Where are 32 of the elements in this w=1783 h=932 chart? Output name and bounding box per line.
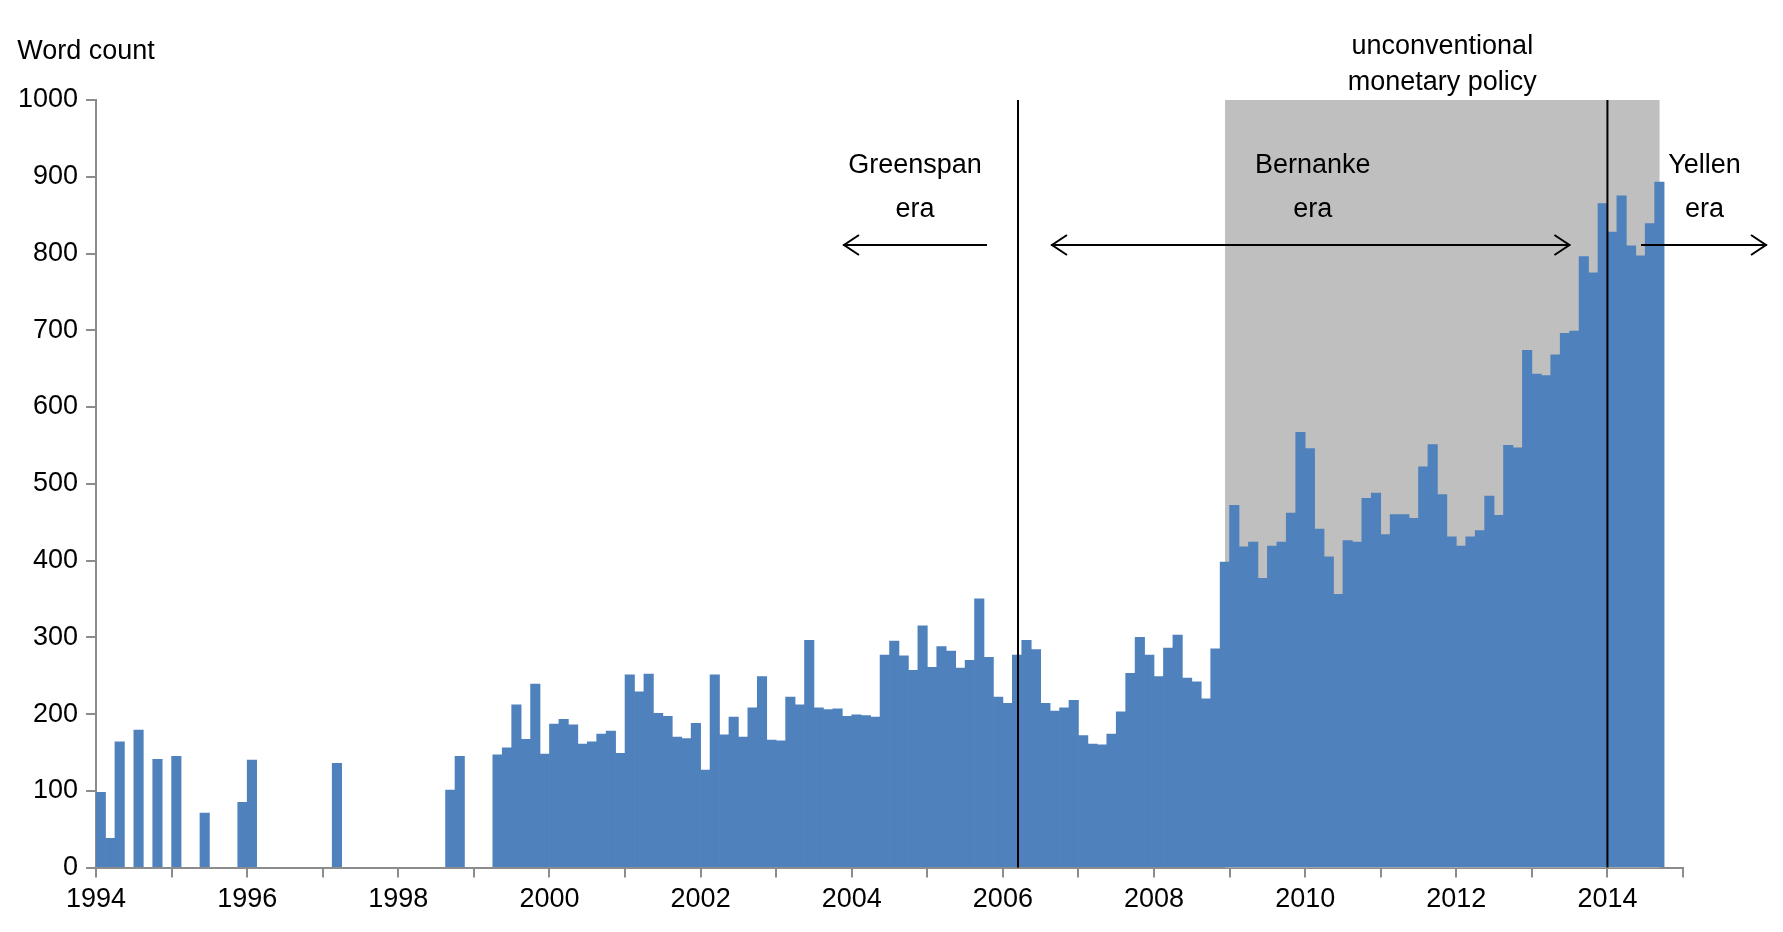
y-tick-label: 300 <box>33 620 79 651</box>
x-tick-label: 2012 <box>1426 883 1487 914</box>
bar <box>331 762 342 867</box>
band-label: unconventional monetary policy <box>1347 30 1538 96</box>
annotation: Greenspan era <box>848 149 982 224</box>
y-tick-label: 200 <box>33 697 79 728</box>
y-tick-label: 600 <box>33 390 79 421</box>
y-tick-label: 700 <box>33 313 79 344</box>
x-tick-label: 2000 <box>519 883 580 914</box>
y-tick-label: 900 <box>33 160 79 191</box>
x-tick-label: 2004 <box>821 883 882 914</box>
y-tick-label: 500 <box>33 467 79 498</box>
x-tick-label: 2010 <box>1275 883 1336 914</box>
annotation: Bernanke era <box>1254 149 1371 224</box>
y-tick-label: 100 <box>33 774 79 805</box>
y-tick-label: 0 <box>63 851 79 882</box>
x-tick-label: 2008 <box>1123 883 1185 914</box>
x-tick-label: 1996 <box>217 883 278 914</box>
y-tick-label: 400 <box>33 544 79 575</box>
annotation: Yellen era <box>1668 149 1741 224</box>
y-tick-label: 800 <box>33 236 79 267</box>
x-tick-label: 2014 <box>1577 883 1638 914</box>
bar <box>152 759 163 867</box>
x-tick-label: 1998 <box>368 883 429 914</box>
x-tick-label: 2006 <box>972 883 1033 914</box>
bar <box>171 755 182 867</box>
y-tick-label: 1000 <box>17 83 79 114</box>
x-tick-label: 2002 <box>670 883 731 914</box>
x-tick-label: 1994 <box>66 883 127 914</box>
y-axis-title: Word count <box>17 35 156 66</box>
bar <box>199 812 210 867</box>
bar <box>133 729 144 867</box>
